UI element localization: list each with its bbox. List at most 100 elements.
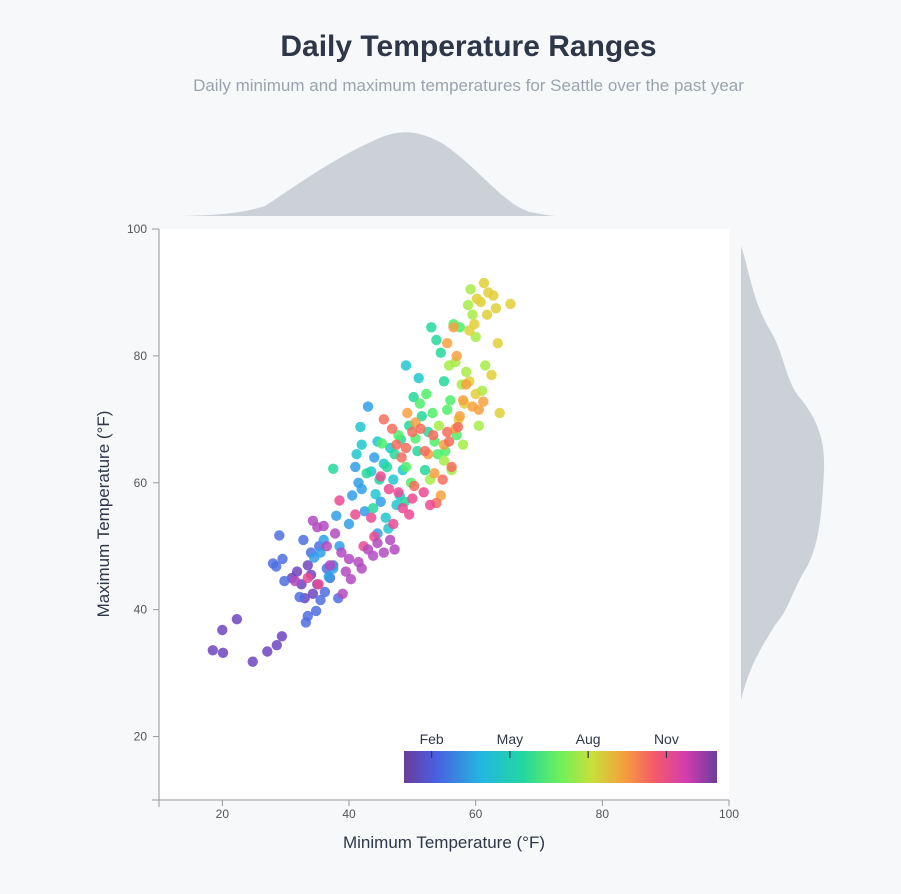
- chart-title: Daily Temperature Ranges: [280, 30, 657, 63]
- data-point: [427, 407, 438, 419]
- data-point: [359, 506, 370, 517]
- data-point: [452, 421, 464, 433]
- data-point: [302, 572, 313, 584]
- data-point: [438, 455, 450, 466]
- data-point: [480, 360, 491, 371]
- data-point: [207, 645, 218, 656]
- data-point: [407, 493, 418, 504]
- data-point: [428, 430, 439, 441]
- data-point: [340, 566, 351, 577]
- data-point: [376, 438, 388, 449]
- data-point: [404, 509, 415, 520]
- data-point: [490, 303, 502, 314]
- data-point: [413, 372, 424, 384]
- y-tick-label: 80: [134, 349, 148, 363]
- data-point: [438, 376, 450, 387]
- data-point: [445, 395, 456, 406]
- data-point: [378, 547, 389, 558]
- data-point: [276, 631, 288, 642]
- x-axis-title: Minimum Temperature (°F): [343, 833, 545, 852]
- data-point: [386, 423, 398, 434]
- data-point: [294, 591, 305, 603]
- data-point: [402, 407, 413, 419]
- data-point: [442, 426, 453, 438]
- y-tick-label: 20: [134, 730, 148, 744]
- data-point: [391, 439, 402, 450]
- data-point: [437, 474, 448, 485]
- legend-month-label: May: [497, 731, 523, 747]
- data-point: [431, 334, 442, 346]
- y-axis-title: Maximum Temperature (°F): [94, 411, 113, 618]
- data-point: [408, 391, 419, 403]
- data-point: [424, 499, 436, 511]
- data-point: [347, 490, 358, 501]
- data-point: [389, 544, 400, 555]
- data-point: [419, 445, 431, 457]
- data-point: [433, 420, 445, 431]
- data-point: [478, 396, 489, 407]
- data-point: [446, 461, 457, 473]
- data-point: [271, 561, 282, 572]
- data-point: [397, 503, 408, 514]
- data-point: [494, 407, 505, 419]
- data-point: [478, 277, 490, 289]
- data-point: [362, 401, 374, 412]
- data-point: [319, 586, 331, 598]
- data-point: [353, 477, 364, 488]
- data-point: [313, 579, 324, 590]
- data-point: [350, 509, 361, 520]
- data-point: [378, 414, 389, 425]
- scatter-points: [207, 277, 516, 667]
- y-tick-label: 100: [127, 222, 147, 236]
- data-point: [457, 439, 469, 450]
- data-point: [375, 496, 386, 507]
- data-point: [298, 534, 309, 546]
- data-point: [334, 495, 345, 506]
- data-point: [323, 571, 334, 582]
- data-point: [469, 319, 480, 330]
- top-marginal-density: [180, 132, 558, 216]
- data-point: [470, 388, 481, 400]
- data-point: [393, 430, 404, 441]
- data-point: [274, 530, 285, 541]
- data-point: [475, 296, 486, 308]
- data-point: [415, 423, 426, 434]
- data-point: [307, 588, 319, 599]
- data-point: [318, 520, 329, 532]
- x-axis: 20 40 60 80 100: [158, 799, 739, 821]
- data-point: [367, 503, 379, 514]
- data-point: [443, 436, 455, 447]
- data-point: [345, 574, 357, 585]
- data-point: [290, 575, 301, 587]
- data-point: [462, 299, 474, 311]
- data-point: [426, 322, 437, 333]
- month-color-legend: Feb May Aug Nov: [404, 731, 717, 783]
- data-point: [435, 490, 446, 501]
- legend-month-label: Nov: [654, 731, 679, 747]
- data-point: [412, 445, 423, 457]
- data-point: [351, 449, 362, 460]
- data-point: [388, 474, 399, 485]
- data-point: [473, 404, 484, 415]
- data-point: [414, 398, 426, 409]
- data-point: [277, 553, 288, 565]
- data-point: [291, 566, 303, 577]
- data-point: [393, 487, 404, 498]
- data-point: [461, 379, 472, 390]
- data-point: [217, 647, 229, 658]
- right-marginal-density: [741, 246, 825, 700]
- data-point: [448, 322, 459, 333]
- data-point: [461, 366, 472, 377]
- y-tick-label: 60: [134, 476, 148, 490]
- data-point: [217, 624, 228, 636]
- data-point: [310, 605, 322, 617]
- data-point: [331, 510, 342, 521]
- data-point: [355, 421, 366, 433]
- data-point: [400, 360, 412, 371]
- data-point: [416, 411, 427, 422]
- data-point: [467, 309, 478, 320]
- data-point: [343, 518, 355, 530]
- data-point: [343, 553, 355, 565]
- data-point: [279, 575, 290, 587]
